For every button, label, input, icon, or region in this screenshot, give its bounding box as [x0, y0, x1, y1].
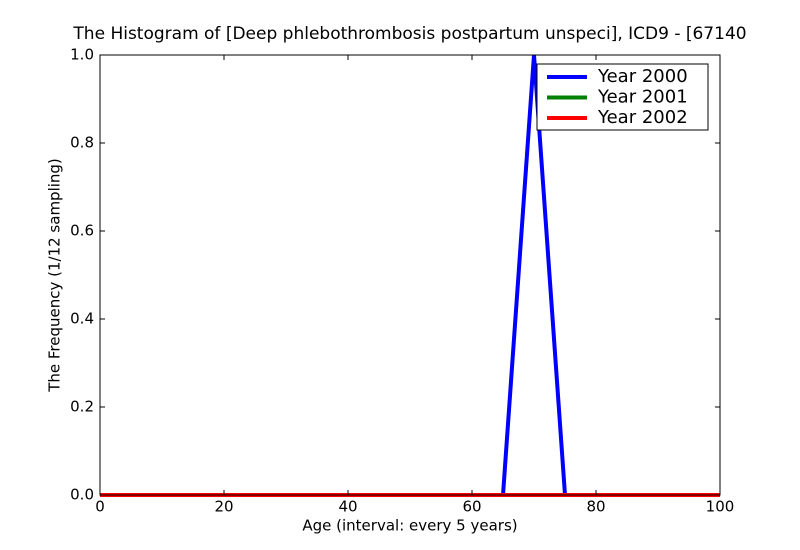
legend-label: Year 2000	[597, 66, 688, 87]
y-tick-label: 0.2	[70, 398, 94, 416]
plot-frame	[99, 54, 721, 496]
y-tick-label: 0.8	[70, 134, 94, 152]
y-tick-label: 0.0	[70, 486, 94, 504]
x-axis-label: Age (interval: every 5 years)	[302, 517, 517, 535]
y-tick-label: 1.0	[70, 46, 94, 64]
y-axis-label: The Frequency (1/12 sampling)	[46, 158, 64, 393]
x-tick-label: 20	[214, 498, 233, 516]
legend-label: Year 2002	[597, 107, 688, 128]
y-tick-label: 0.4	[70, 310, 94, 328]
legend-label: Year 2001	[597, 87, 688, 108]
x-tick-label: 80	[586, 498, 605, 516]
x-tick-label: 40	[338, 498, 357, 516]
y-tick-label: 0.6	[70, 222, 94, 240]
x-tick-label: 60	[462, 498, 481, 516]
x-tick-label: 100	[706, 498, 735, 516]
chart-title: The Histogram of [Deep phlebothrombosis …	[72, 24, 746, 44]
x-tick-label: 0	[95, 498, 105, 516]
